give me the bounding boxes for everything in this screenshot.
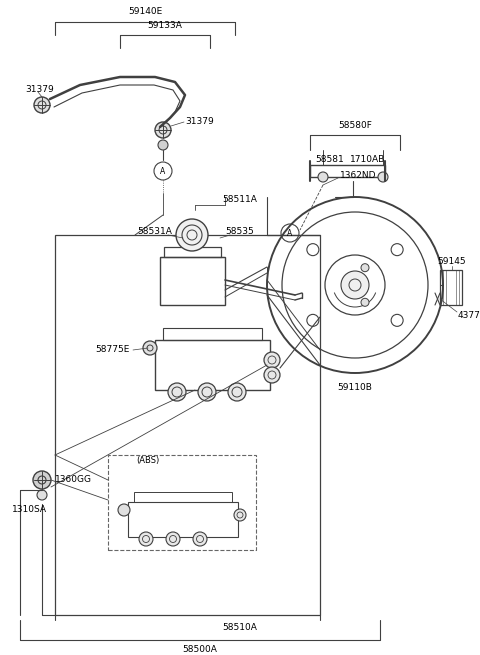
Circle shape [33,471,51,489]
Circle shape [168,383,186,401]
Bar [128,502,238,537]
Text: 59110B: 59110B [337,383,372,392]
Text: A: A [288,229,293,238]
Text: 31379: 31379 [185,117,214,126]
Circle shape [139,532,153,546]
Circle shape [228,383,246,401]
Text: 58775E: 58775E [96,345,130,354]
Circle shape [37,490,47,500]
Circle shape [176,219,208,251]
Circle shape [198,383,216,401]
Circle shape [361,264,369,272]
Text: 59140E: 59140E [128,7,162,16]
Circle shape [118,504,130,516]
Text: 59145: 59145 [438,257,466,265]
Circle shape [155,122,171,138]
Text: 58510A: 58510A [223,624,257,633]
Text: (ABS): (ABS) [136,457,160,466]
Bar [55,235,320,615]
Text: 58500A: 58500A [182,645,217,654]
Bar [163,328,262,340]
Bar [310,165,385,177]
Text: 1310SA: 1310SA [12,506,47,514]
Circle shape [143,341,157,355]
Text: 1362ND: 1362ND [340,170,376,179]
Bar [164,247,221,257]
Text: 1360GG: 1360GG [55,476,92,485]
Circle shape [193,532,207,546]
Circle shape [166,532,180,546]
Bar [134,492,232,502]
Circle shape [378,172,388,182]
Text: 31379: 31379 [25,86,54,94]
Text: 58581: 58581 [315,155,344,164]
Circle shape [361,298,369,307]
Bar [160,257,225,305]
Circle shape [34,97,50,113]
Circle shape [264,352,280,368]
Text: 58531A: 58531A [138,227,172,236]
Bar [440,270,462,305]
Text: 58511A: 58511A [223,195,257,204]
Circle shape [318,172,328,182]
Circle shape [234,509,246,521]
Text: 58535: 58535 [226,227,254,236]
Text: 43779A: 43779A [458,310,480,320]
Text: 1710AB: 1710AB [350,155,385,164]
Text: 58580F: 58580F [338,121,372,130]
Text: 59133A: 59133A [147,20,182,29]
Text: A: A [160,166,166,176]
Circle shape [264,367,280,383]
Bar [108,455,256,550]
Circle shape [158,140,168,150]
Bar [155,340,270,390]
Circle shape [341,271,369,299]
